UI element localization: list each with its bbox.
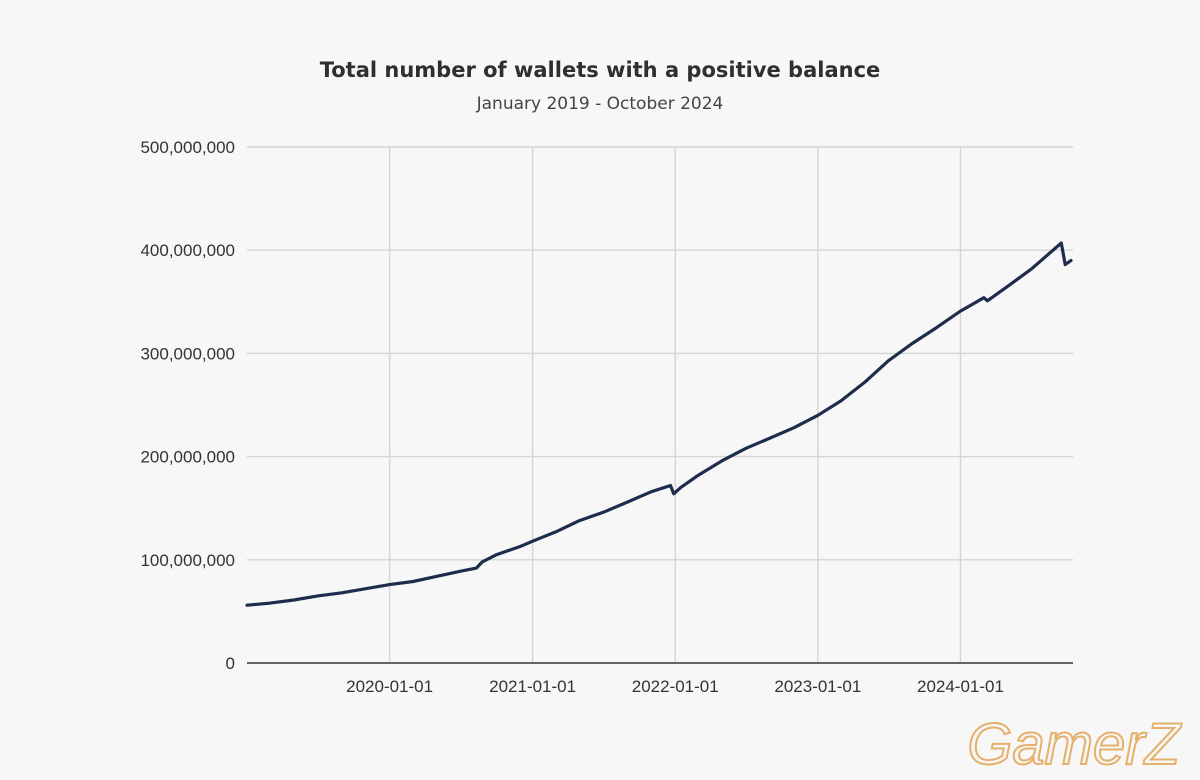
series-line — [245, 241, 1073, 607]
y-tick-label: 100,000,000 — [140, 551, 235, 570]
x-tick-labels: 2020-01-01 2021-01-01 2022-01-01 2023-01-01… — [346, 677, 1004, 696]
x-tick-label: 2020-01-01 — [346, 677, 433, 696]
y-tick-labels: 0 100,000,000 200,000,000 300,000,000 400,00… — [140, 138, 235, 673]
chart-subtitle: January 2019 - October 2024 — [476, 94, 724, 114]
grid-layer — [247, 146, 1073, 663]
y-tick-label: 500,000,000 — [140, 138, 235, 157]
y-tick-label: 200,000,000 — [140, 448, 235, 467]
x-tick-label: 2023-01-01 — [774, 677, 861, 696]
x-tick-label: 2024-01-01 — [917, 677, 1004, 696]
chart-title: Total number of wallets with a positive … — [319, 58, 881, 82]
watermark-text: GamerZ — [967, 712, 1182, 774]
x-tick-label: 2021-01-01 — [489, 677, 576, 696]
y-tick-label: 400,000,000 — [140, 241, 235, 260]
watermark-logo: GamerZ — [966, 711, 1183, 774]
y-tick-label: 300,000,000 — [140, 344, 235, 363]
series-layer — [245, 241, 1073, 607]
x-tick-label: 2022-01-01 — [632, 677, 719, 696]
y-tick-label: 0 — [226, 654, 235, 673]
